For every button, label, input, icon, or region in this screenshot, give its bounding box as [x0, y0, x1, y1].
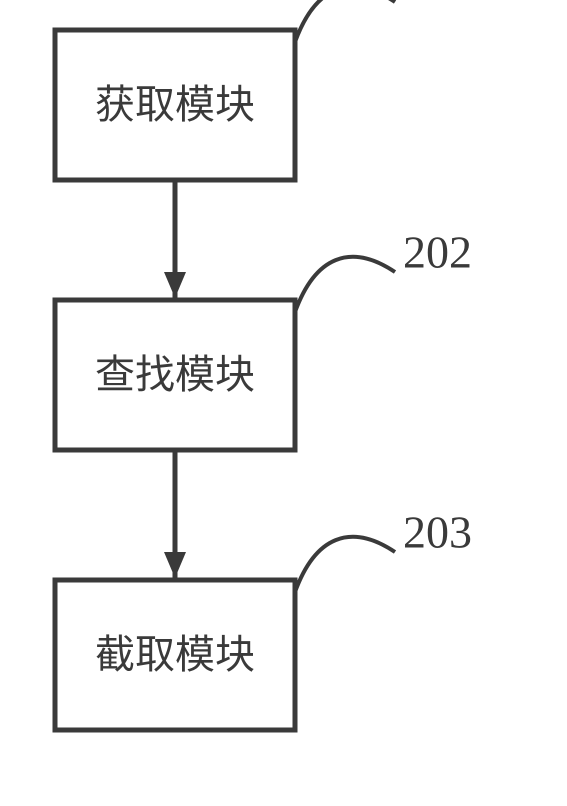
- nodes-layer: 获取模块 201 查找模块 202 截取模块 203: [55, 0, 472, 730]
- node-n3: 截取模块 203: [55, 507, 472, 730]
- node-label: 查找模块: [95, 352, 255, 397]
- node-n2: 查找模块 202: [55, 227, 472, 450]
- node-n1: 获取模块 201: [55, 0, 472, 180]
- node-number: 201: [403, 0, 472, 8]
- label-connector: [295, 257, 395, 312]
- node-number: 203: [403, 507, 472, 558]
- label-connector: [295, 537, 395, 592]
- node-label: 截取模块: [95, 632, 255, 677]
- label-connector: [295, 0, 395, 42]
- node-number: 202: [403, 227, 472, 278]
- node-label: 获取模块: [95, 82, 255, 127]
- flow-diagram: 获取模块 201 查找模块 202 截取模块 203: [0, 0, 567, 806]
